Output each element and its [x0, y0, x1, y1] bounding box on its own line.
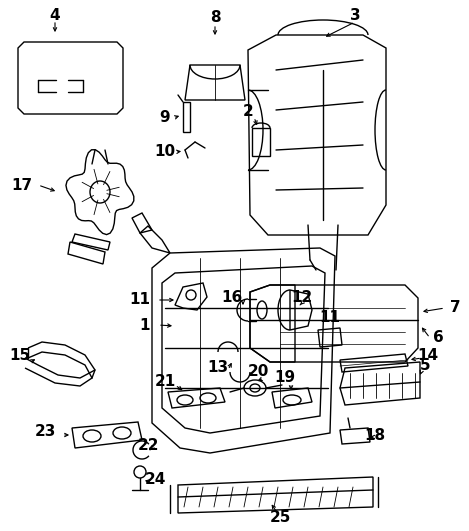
Text: 12: 12: [291, 290, 313, 305]
Text: 4: 4: [50, 7, 61, 22]
Text: 17: 17: [11, 177, 32, 193]
Text: 1: 1: [140, 318, 150, 332]
Bar: [252, 128, 270, 156]
Text: 6: 6: [432, 330, 443, 346]
Text: 11: 11: [319, 311, 340, 326]
Text: 19: 19: [274, 371, 295, 386]
Text: 2: 2: [242, 105, 253, 119]
Text: 22: 22: [137, 438, 159, 452]
Text: 5: 5: [420, 357, 431, 373]
Text: 18: 18: [364, 427, 386, 442]
Text: 24: 24: [144, 473, 166, 487]
Text: 20: 20: [247, 364, 269, 380]
Text: 11: 11: [129, 293, 151, 307]
Text: 3: 3: [350, 7, 360, 22]
Text: 7: 7: [450, 301, 460, 315]
Text: 9: 9: [159, 110, 170, 125]
Text: 10: 10: [154, 144, 175, 159]
Text: 16: 16: [221, 289, 242, 304]
Text: 23: 23: [34, 424, 56, 440]
Text: 25: 25: [269, 510, 291, 526]
Text: 15: 15: [9, 347, 30, 363]
Text: 13: 13: [207, 361, 228, 375]
Text: 14: 14: [417, 347, 439, 363]
Text: 8: 8: [210, 11, 220, 25]
Text: 21: 21: [154, 374, 175, 390]
